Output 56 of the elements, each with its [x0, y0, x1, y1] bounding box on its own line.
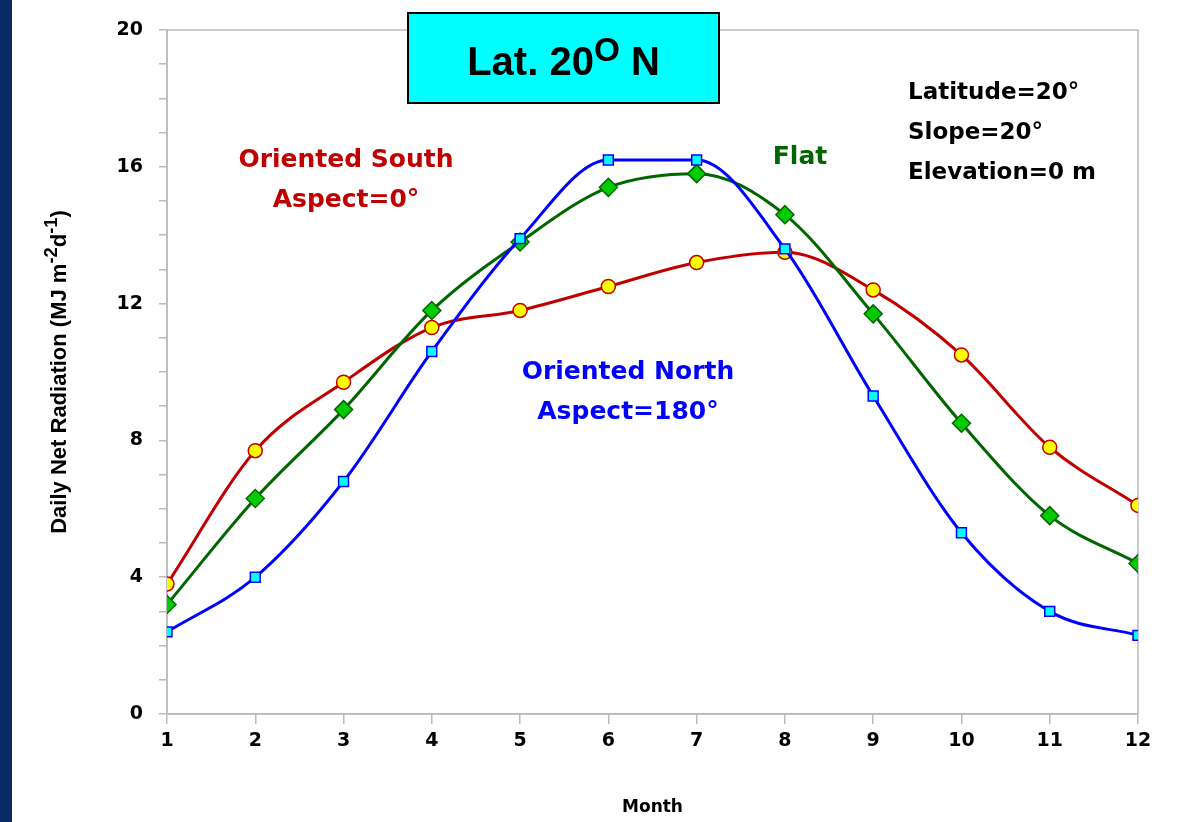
x-tick-label: 6	[601, 728, 615, 751]
y-tick-label: 0	[129, 700, 143, 723]
point	[422, 300, 442, 321]
annotation: Slope=20°	[908, 118, 1044, 144]
point	[951, 413, 972, 434]
point	[600, 278, 617, 295]
point	[333, 399, 354, 420]
point	[863, 304, 883, 324]
text: Oriented South	[238, 143, 454, 173]
annotation: Elevation=0 m	[908, 158, 1097, 184]
series-label: Flat	[772, 140, 828, 170]
point	[953, 347, 970, 363]
point	[335, 374, 352, 391]
x-tick-label: 2	[248, 728, 262, 751]
point	[690, 154, 703, 166]
point	[598, 177, 619, 198]
y-tick-label: 20	[116, 16, 143, 39]
point	[245, 488, 266, 509]
point	[247, 442, 264, 459]
label-box: Lat. 20$^{O}$ N	[407, 12, 720, 104]
point	[424, 319, 440, 336]
x-tick-label: 7	[690, 728, 704, 751]
annotation: Latitude=20°	[908, 78, 1080, 104]
y-tick-label: 8	[129, 427, 143, 450]
point	[1044, 605, 1056, 618]
x-tick-label: 10	[948, 728, 975, 751]
point	[955, 527, 968, 539]
text: Oriented North	[521, 355, 735, 385]
y-tick-label: 4	[129, 564, 143, 587]
annotation: Aspect=0°	[272, 183, 420, 213]
point	[1041, 439, 1058, 455]
y-tick-label: 16	[116, 153, 143, 176]
annotation: Aspect=180°	[537, 395, 719, 425]
x-tick-label: 3	[336, 728, 351, 751]
x-tick-label: 8	[778, 728, 792, 751]
point	[512, 302, 528, 319]
point	[249, 571, 261, 583]
x-tick-label: 12	[1124, 728, 1152, 751]
x-tick-label: 11	[1036, 728, 1063, 751]
point	[1039, 505, 1060, 526]
point	[426, 345, 438, 358]
point	[602, 154, 615, 166]
x-tick-label: 4	[425, 728, 439, 751]
x-tick-label: 5	[513, 728, 527, 751]
chart-title: Lat. 20$^{O}$ N	[467, 31, 660, 85]
x-tick-label: 9	[866, 728, 880, 751]
point	[337, 475, 350, 488]
x-tick-label: 1	[160, 728, 174, 751]
point	[779, 243, 791, 255]
y-tick-label: 12	[116, 290, 143, 313]
point	[688, 254, 705, 271]
point	[686, 163, 707, 184]
point	[867, 390, 879, 402]
point	[775, 204, 795, 225]
x-axis-title: Month	[622, 796, 683, 817]
point	[865, 282, 881, 298]
